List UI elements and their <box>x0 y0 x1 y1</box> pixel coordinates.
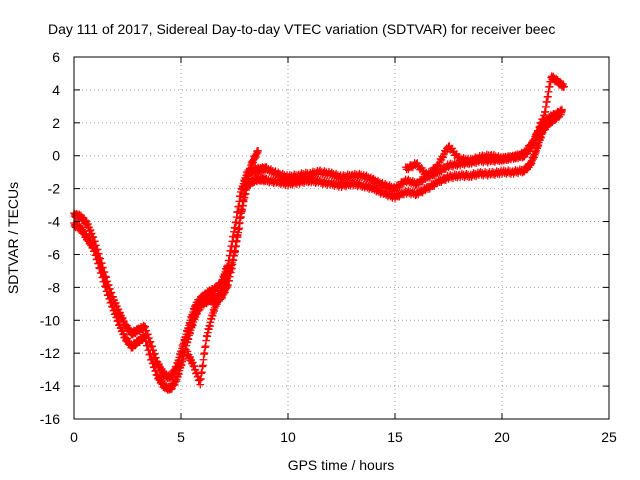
x-tick-label: 10 <box>280 429 296 445</box>
y-tick-label: 6 <box>52 49 60 65</box>
x-tick-labels: 0 5 10 15 20 25 <box>70 429 617 445</box>
data-marks <box>70 72 568 394</box>
x-axis-label: GPS time / hours <box>288 457 395 473</box>
data-point <box>434 161 443 170</box>
x-tick-label: 5 <box>177 429 185 445</box>
x-tick-label: 25 <box>601 429 617 445</box>
y-tick-label: -12 <box>40 345 60 361</box>
y-tick-label: -14 <box>40 378 60 394</box>
y-axis-label: SDTVAR / TECUs <box>5 182 21 294</box>
y-tick-label: 0 <box>52 148 60 164</box>
data-point <box>534 127 543 135</box>
plot-frame <box>73 56 610 420</box>
y-tick-label: -8 <box>48 279 61 295</box>
y-tick-label: -16 <box>40 411 60 427</box>
data-point <box>439 153 447 162</box>
chart-title: Day 111 of 2017, Sidereal Day-to-day VTE… <box>48 21 555 37</box>
data-point <box>254 146 262 155</box>
y-tick-label: 4 <box>52 82 60 98</box>
ticks-layer <box>73 56 610 420</box>
data-point <box>558 107 566 115</box>
grid-layer <box>74 57 609 419</box>
y-tick-label: -10 <box>40 312 60 328</box>
data-point <box>523 147 531 156</box>
y-tick-label: -4 <box>48 214 61 230</box>
series-track-d <box>401 72 568 182</box>
data-point <box>539 115 547 124</box>
series-track-b <box>70 107 566 394</box>
data-point <box>530 138 538 147</box>
data-point <box>560 82 568 91</box>
data-point <box>540 111 548 120</box>
y-tick-label: -6 <box>48 246 61 262</box>
y-tick-label: 2 <box>52 115 60 131</box>
y-tick-label: -2 <box>48 181 61 197</box>
x-tick-label: 15 <box>387 429 403 445</box>
y-tick-labels: -16 -14 -12 -10 -8 -6 -4 -2 0 2 4 6 <box>40 49 60 427</box>
series-track-c <box>183 146 262 389</box>
x-tick-label: 20 <box>494 429 510 445</box>
x-tick-label: 0 <box>70 429 78 445</box>
